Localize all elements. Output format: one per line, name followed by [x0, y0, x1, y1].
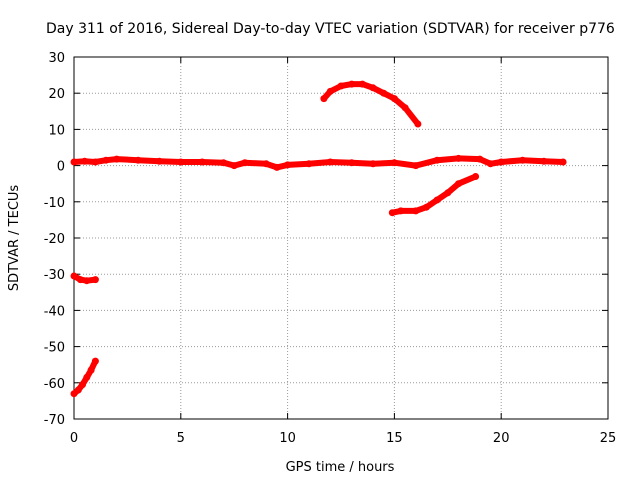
data-point [401, 104, 409, 112]
data-point [337, 82, 345, 90]
data-point [476, 155, 484, 163]
data-point [74, 386, 82, 394]
data-point [70, 158, 78, 166]
data-point [497, 158, 505, 166]
y-tick-label: -70 [44, 413, 65, 428]
x-tick-label: 10 [279, 431, 296, 446]
data-point [390, 159, 398, 167]
data-point [397, 207, 405, 215]
x-tick-label: 5 [177, 431, 185, 446]
x-tick-label: 25 [600, 431, 617, 446]
x-axis: 0 5 10 15 20 25 [70, 57, 616, 446]
data-point [380, 89, 388, 97]
data-point [388, 209, 396, 217]
series-arc-high [320, 81, 421, 127]
grid [74, 57, 608, 419]
x-tick-label: 15 [386, 431, 403, 446]
data-point [412, 162, 420, 170]
data-point [369, 84, 377, 92]
data-point [102, 156, 110, 164]
data-point [305, 160, 313, 168]
data-point [230, 162, 238, 170]
data-point [358, 80, 366, 88]
data-point [79, 381, 86, 389]
data-point [326, 158, 334, 166]
y-tick-label: -50 [44, 341, 65, 356]
data-point [220, 159, 227, 167]
data-point [369, 160, 377, 168]
data-point [262, 160, 270, 168]
data-point [348, 80, 356, 88]
chart-title: Day 311 of 2016, Sidereal Day-to-day VTE… [46, 21, 615, 37]
data-point [414, 120, 422, 128]
data-point [83, 373, 91, 381]
series-arc-rise [389, 173, 479, 216]
data-point [326, 87, 334, 95]
data-point [519, 156, 527, 164]
data-point [83, 277, 91, 285]
data-point [241, 159, 249, 167]
y-tick-label: 0 [57, 160, 65, 175]
y-tick-label: -40 [44, 304, 65, 319]
y-tick-label: 30 [48, 51, 65, 66]
data-point [348, 159, 356, 167]
data-point [433, 156, 441, 164]
data-point [412, 207, 420, 215]
data-point [540, 157, 548, 165]
data-point [155, 157, 163, 165]
data-point [91, 158, 99, 166]
data-point [433, 196, 441, 204]
data-point [81, 157, 89, 165]
data-point [422, 203, 430, 211]
x-axis-label: GPS time / hours [286, 460, 395, 475]
data-point [487, 160, 494, 168]
data-point [91, 357, 99, 365]
data-point [87, 366, 95, 374]
data-point [455, 180, 462, 188]
data-point [472, 173, 480, 180]
data-point [273, 163, 281, 171]
x-tick-label: 20 [493, 431, 510, 446]
y-tick-label: -10 [44, 196, 65, 211]
series-group [70, 80, 567, 398]
data-point [284, 161, 292, 169]
y-tick-label: 10 [48, 123, 65, 138]
data-point [198, 158, 206, 166]
y-axis-label: SDTVAR / TECUs [7, 185, 22, 292]
data-point [390, 95, 398, 103]
y-tick-label: 20 [48, 87, 65, 102]
data-point [320, 95, 328, 103]
data-point [455, 154, 462, 162]
y-tick-label: -20 [44, 232, 65, 247]
data-point [113, 155, 121, 163]
data-point [177, 158, 185, 166]
data-point [444, 189, 452, 197]
data-point [76, 276, 84, 284]
data-point [70, 272, 78, 280]
y-tick-label: -60 [44, 377, 65, 392]
data-point [134, 156, 142, 164]
data-point [91, 276, 99, 284]
x-tick-label: 0 [70, 431, 78, 446]
data-point [559, 158, 567, 166]
y-axis: 30 20 10 0 -10 -20 -30 -40 -50 -60 -70 [44, 51, 608, 428]
y-tick-label: -30 [44, 268, 65, 283]
